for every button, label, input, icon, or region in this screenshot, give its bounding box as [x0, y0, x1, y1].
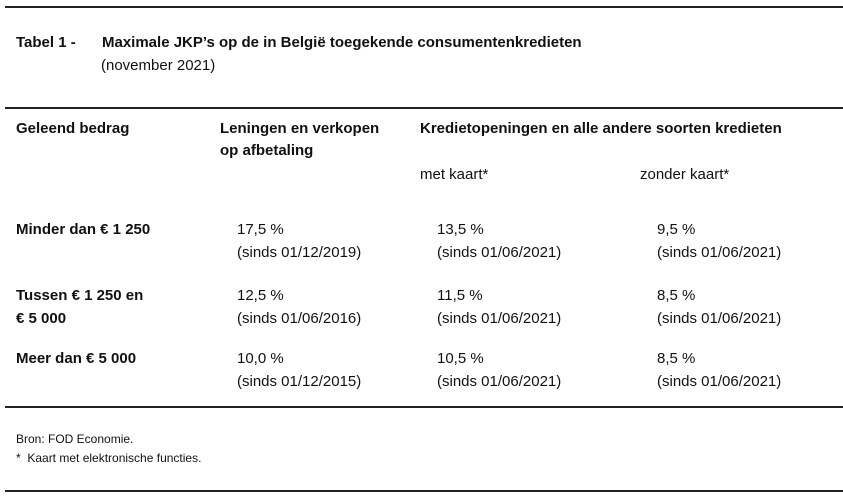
- without-card-rate: 8,5 %: [657, 350, 696, 367]
- header-amount: Geleend bedrag: [16, 120, 130, 137]
- loans-rate: 17,5 %: [237, 221, 284, 238]
- without-card-since: (sinds 01/06/2021): [657, 310, 782, 327]
- header-rule: [5, 107, 843, 109]
- loans-since: (sinds 01/12/2015): [237, 373, 362, 390]
- without-card-rate: 8,5 %: [657, 287, 696, 304]
- table-number: Tabel 1 -: [16, 34, 76, 51]
- header-loans-line2: op afbetaling: [220, 142, 314, 159]
- with-card-rate: 11,5 %: [437, 287, 483, 304]
- without-card-rate: 9,5 %: [657, 221, 696, 238]
- with-card-rate: 13,5 %: [437, 221, 484, 238]
- with-card-rate: 10,5 %: [437, 350, 484, 367]
- loans-since: (sinds 01/12/2019): [237, 244, 362, 261]
- source-note: Bron: FOD Economie.: [16, 432, 134, 446]
- row-amount: Tussen € 1 250 en: [16, 287, 144, 304]
- table-bottom-rule: [5, 406, 843, 408]
- table-title: Maximale JKP’s op de in België toegekend…: [102, 34, 582, 51]
- header-without-card: zonder kaart*: [640, 166, 730, 183]
- loans-rate: 12,5 %: [237, 287, 284, 304]
- with-card-since: (sinds 01/06/2021): [437, 310, 562, 327]
- row-amount: Meer dan € 5 000: [16, 350, 137, 367]
- table-subtitle: (november 2021): [101, 57, 216, 74]
- without-card-since: (sinds 01/06/2021): [657, 373, 782, 390]
- loans-since: (sinds 01/06/2016): [237, 310, 362, 327]
- loans-rate: 10,0 %: [237, 350, 284, 367]
- row-amount: Minder dan € 1 250: [16, 221, 151, 238]
- without-card-since: (sinds 01/06/2021): [657, 244, 782, 261]
- row-amount-line2: € 5 000: [16, 310, 67, 327]
- header-credit: Kredietopeningen en alle andere soorten …: [420, 120, 782, 137]
- top-rule: [5, 6, 843, 8]
- with-card-since: (sinds 01/06/2021): [437, 244, 562, 261]
- asterisk-note: * Kaart met elektronische functies.: [16, 451, 202, 465]
- header-loans-line1: Leningen en verkopen: [220, 120, 380, 137]
- with-card-since: (sinds 01/06/2021): [437, 373, 562, 390]
- header-with-card: met kaart*: [420, 166, 489, 183]
- bottom-rule: [5, 490, 843, 492]
